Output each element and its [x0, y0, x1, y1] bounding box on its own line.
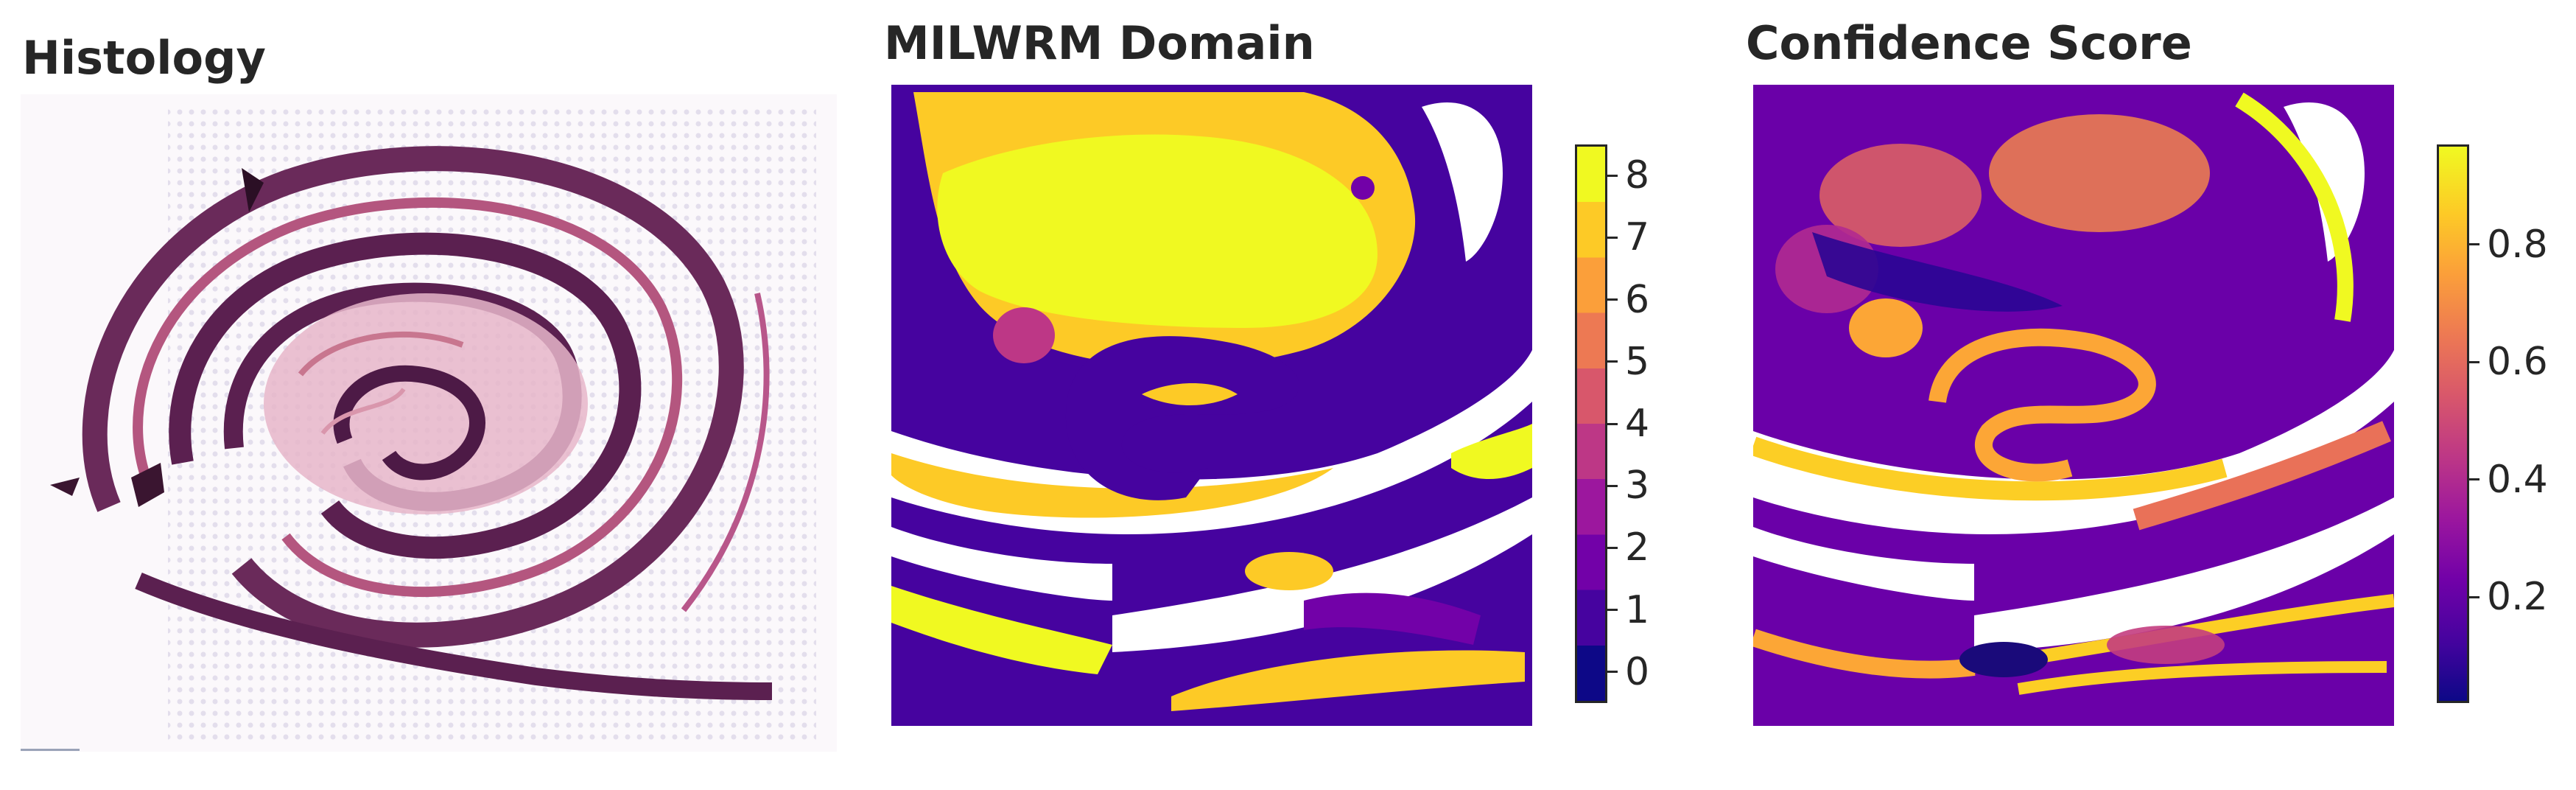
domain-colorbar-tick-mark: [1607, 236, 1618, 239]
domain-colorbar-tick-mark: [1607, 546, 1618, 549]
confidence-colorbar-tick-label: 0.4: [2487, 457, 2548, 502]
domain-colorbar-tick-mark: [1607, 484, 1618, 487]
domain-colorbar-tick-label: 0: [1625, 649, 1650, 694]
domain-colorbar-tick-label: 3: [1625, 464, 1650, 508]
confidence-colorbar: [2437, 144, 2469, 703]
confidence-colorbar-tick-mark: [2469, 595, 2480, 598]
confidence-map: [1753, 85, 2394, 726]
domain-map-svg: [891, 85, 1532, 726]
domain-colorbar-tick-label: 8: [1625, 153, 1650, 198]
domain-colorbar-tick-label: 6: [1625, 277, 1650, 322]
domain-colorbar-tick-mark: [1607, 174, 1618, 177]
confidence-colorbar-tick-label: 0.2: [2487, 575, 2548, 620]
confidence-colorbar-tick-label: 0.6: [2487, 340, 2548, 385]
domain-colorbar-tick-mark: [1607, 671, 1618, 674]
domain-map: [891, 85, 1532, 726]
confidence-title: Confidence Score: [1746, 16, 2192, 70]
domain-colorbar-tick-mark: [1607, 298, 1618, 301]
domain-colorbar-tick-mark: [1607, 609, 1618, 612]
domain-colorbar-tick-label: 7: [1625, 215, 1650, 260]
histology-title: Histology: [22, 31, 266, 85]
domain-colorbar-tick-label: 1: [1625, 587, 1650, 632]
confidence-colorbar-tick-label: 0.8: [2487, 222, 2548, 267]
confidence-colorbar-tick-mark: [2469, 360, 2480, 363]
histology-tissue-icon: [21, 94, 837, 752]
domain-colorbar-tick-label: 2: [1625, 525, 1650, 570]
domain-colorbar-tick-label: 5: [1625, 339, 1650, 384]
confidence-colorbar-tick-mark: [2469, 478, 2480, 481]
confidence-map-svg: [1753, 85, 2394, 726]
domain-colorbar-tick-label: 4: [1625, 402, 1650, 446]
confidence-colorbar-fill: [2439, 147, 2467, 701]
histology-image: [21, 94, 837, 752]
domain-title: MILWRM Domain: [884, 16, 1315, 70]
domain-colorbar-tick-mark: [1607, 422, 1618, 425]
domain-colorbar-fill: [1577, 147, 1605, 701]
confidence-colorbar-tick-mark: [2469, 243, 2480, 246]
domain-colorbar-tick-mark: [1607, 360, 1618, 363]
domain-colorbar: [1575, 144, 1607, 703]
